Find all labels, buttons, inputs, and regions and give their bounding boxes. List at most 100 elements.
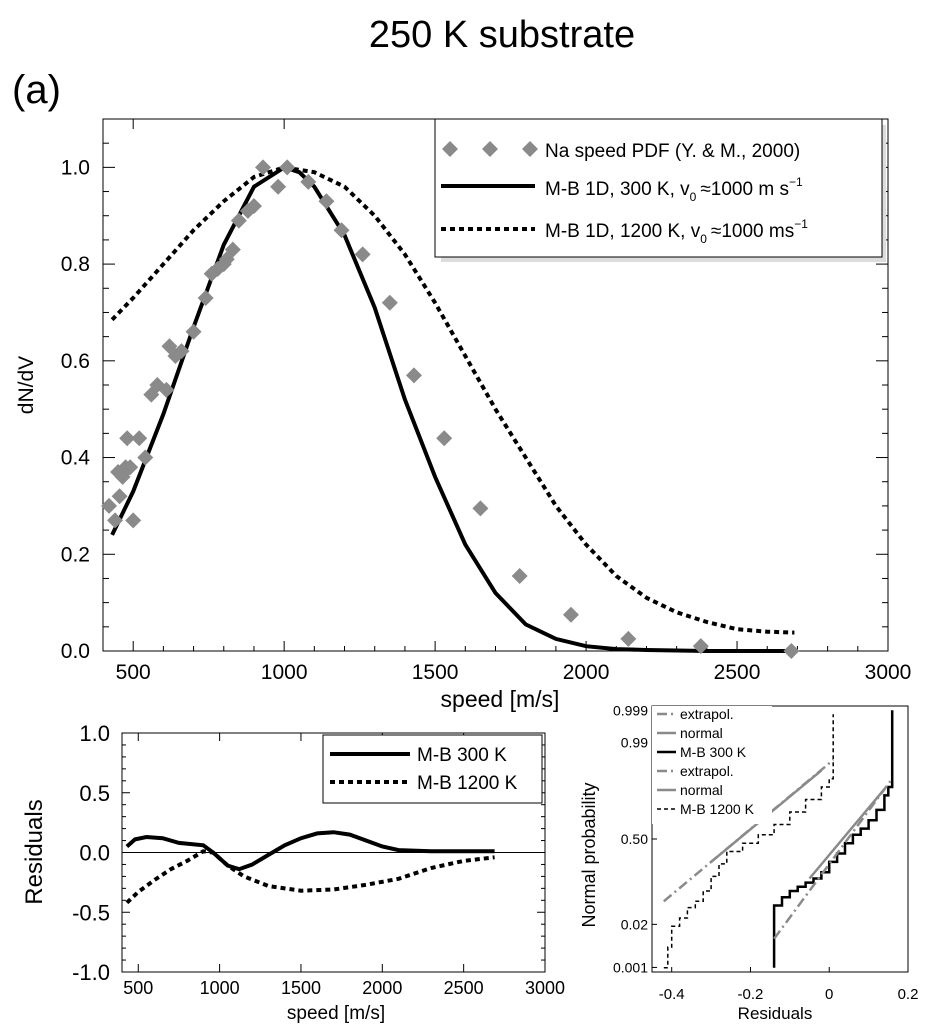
data-point-na-pdf: [436, 430, 453, 447]
data-point-na-pdf: [318, 193, 335, 210]
main-y-tick-label: 0.6: [61, 350, 90, 373]
data-point-na-pdf: [107, 512, 124, 529]
residuals-ticks: 500 1000 1500 2000 2500 3000 -1.0 -0.5 0.0 0.5 1.0: [72, 721, 565, 998]
legend-label-1200k-rest: ≈1000 ms: [711, 221, 794, 242]
data-point-na-pdf: [131, 430, 148, 447]
residuals-y-tick-label: 0.0: [79, 841, 110, 866]
main-y-tick-label: 0.8: [61, 253, 90, 276]
residuals-x-tick-label: 2500: [444, 978, 484, 998]
data-point-na-pdf: [125, 512, 142, 529]
data-point-na-pdf: [173, 343, 190, 360]
residuals-x-tick-label: 500: [123, 978, 153, 998]
data-point-na-pdf: [245, 198, 262, 215]
main-y-axis-label: dN/dV: [15, 356, 38, 414]
np-legend-label: extrapol.: [680, 706, 734, 722]
np-y-axis-label: Normal probability: [579, 782, 599, 927]
data-point-na-pdf: [354, 246, 371, 263]
main-legend: Na speed PDF (Y. & M., 2000) M-B 1D, 300…: [434, 118, 886, 262]
data-point-na-pdf: [101, 497, 118, 514]
legend-diamond-marker: [482, 141, 498, 157]
data-point-na-pdf: [783, 643, 800, 659]
panel-label: (a): [12, 68, 61, 112]
residuals-y-tick-label: -0.5: [72, 900, 110, 925]
legend-label-300k-sub: 0: [690, 190, 697, 204]
normal-probability-chart: -0.4 -0.2 0 0.2 0.001 0.02 0.50 0.99 0.999 Resid…: [579, 703, 918, 1023]
data-point-na-pdf: [122, 459, 139, 476]
data-point-na-pdf: [185, 323, 202, 340]
data-point-na-pdf: [333, 222, 350, 239]
np-x-tick-label: -0.4: [659, 986, 685, 1003]
main-ticks: 500 1000 1500 2000 2500 3000 0.0 0.2 0.4 0.6 0.8 1.…: [61, 119, 911, 684]
legend-label-300k-rest: ≈1000 m s: [700, 179, 789, 200]
legend-label-1200k-sub: 0: [700, 232, 707, 246]
np-y-tick-label: 0.001: [613, 959, 648, 975]
main-x-axis-label: speed [m/s]: [441, 686, 560, 712]
data-point-na-pdf: [197, 289, 214, 306]
np-legend-label: normal: [680, 782, 723, 798]
residuals-y-tick-label: 0.5: [79, 781, 110, 806]
data-point-na-pdf: [511, 568, 528, 585]
data-point-na-pdf: [562, 606, 579, 623]
residuals-legend-label-1200k: M-B 1200 K: [417, 773, 518, 794]
data-point-na-pdf: [381, 294, 398, 311]
np-y-tick-label: 0.99: [621, 734, 648, 750]
legend-label-300k-main: M-B 1D, 300 K, v: [545, 179, 690, 200]
main-y-tick-label: 1.0: [61, 156, 90, 179]
series-mb-1200k-line: [110, 165, 795, 635]
residuals-chart: 500 1000 1500 2000 2500 3000 -1.0 -0.5 0.0 0.5 1.0…: [21, 721, 565, 1024]
np-y-tick-label: 0.50: [621, 831, 648, 847]
data-point-na-pdf: [279, 159, 296, 176]
data-point-na-pdf: [119, 430, 136, 447]
main-y-tick-label: 0.4: [61, 447, 91, 470]
residuals-x-tick-label: 1000: [200, 978, 240, 998]
main-y-tick-label: 0.0: [61, 640, 90, 663]
main-series: [101, 159, 800, 659]
np-x-tick-label: -0.2: [738, 986, 764, 1003]
np-legend-label: extrapol.: [680, 763, 734, 779]
residuals-x-tick-label: 1500: [281, 978, 321, 998]
main-y-tick-label: 0.2: [61, 543, 90, 566]
residuals-y-axis-label: Residuals: [21, 799, 48, 904]
figure-title: 250 K substrate: [369, 14, 635, 56]
series-mb-300k-line: [110, 165, 795, 653]
np-legend: extrapol. normal M-B 300 K extrapol. normal M…: [652, 706, 772, 824]
main-x-tick-label: 1500: [412, 661, 459, 684]
data-point-na-pdf: [620, 630, 637, 647]
legend-diamond-marker: [522, 141, 538, 157]
main-x-tick-label: 500: [116, 661, 151, 684]
residuals-y-tick-label: 1.0: [79, 721, 110, 746]
residuals-y-tick-label: -1.0: [72, 960, 110, 985]
residuals-legend: M-B 300 K M-B 1200 K: [322, 734, 543, 804]
residuals-series: [125, 830, 495, 905]
np-x-tick-label: 0: [825, 986, 833, 1003]
main-x-tick-label: 1000: [261, 661, 308, 684]
np-y-tick-label: 0.02: [621, 916, 648, 932]
legend-marker-na-pdf: [442, 141, 538, 157]
data-point-na-pdf: [230, 212, 247, 229]
data-point-na-pdf: [255, 159, 272, 176]
np-series-3-fit: [773, 777, 894, 940]
residuals-x-axis-label: speed [m/s]: [287, 1003, 385, 1024]
legend-label-1200k-sup: −1: [794, 217, 808, 231]
np-x-axis-label: Residuals: [738, 1004, 813, 1023]
data-point-na-pdf: [692, 638, 709, 655]
data-point-na-pdf: [224, 241, 241, 258]
np-ticks: -0.4 -0.2 0 0.2 0.001 0.02 0.50 0.99 0.999: [613, 703, 918, 1003]
legend-label-na-pdf: Na speed PDF (Y. & M., 2000): [545, 141, 800, 162]
legend-label-300k-sup: −1: [789, 175, 803, 189]
residuals-series-300k-line: [125, 830, 495, 872]
np-legend-label: M-B 1200 K: [680, 801, 755, 817]
legend-label-1200k: M-B 1D, 1200 K, v0 ≈1000 ms−1: [545, 217, 808, 246]
residuals-x-tick-label: 3000: [525, 978, 565, 998]
data-point-na-pdf: [270, 178, 287, 195]
data-point-na-pdf: [111, 488, 128, 505]
data-point-na-pdf: [300, 173, 317, 190]
legend-diamond-marker: [442, 141, 458, 157]
legend-label-1200k-main: M-B 1D, 1200 K, v: [545, 221, 701, 242]
residuals-series-1200k-line: [125, 849, 495, 905]
legend-label-300k: M-B 1D, 300 K, v0 ≈1000 m s−1: [545, 175, 803, 204]
data-point-na-pdf: [158, 381, 175, 398]
main-x-tick-label: 2500: [714, 661, 761, 684]
np-series-5-line: [663, 714, 834, 969]
np-x-tick-label: 0.2: [898, 986, 919, 1003]
